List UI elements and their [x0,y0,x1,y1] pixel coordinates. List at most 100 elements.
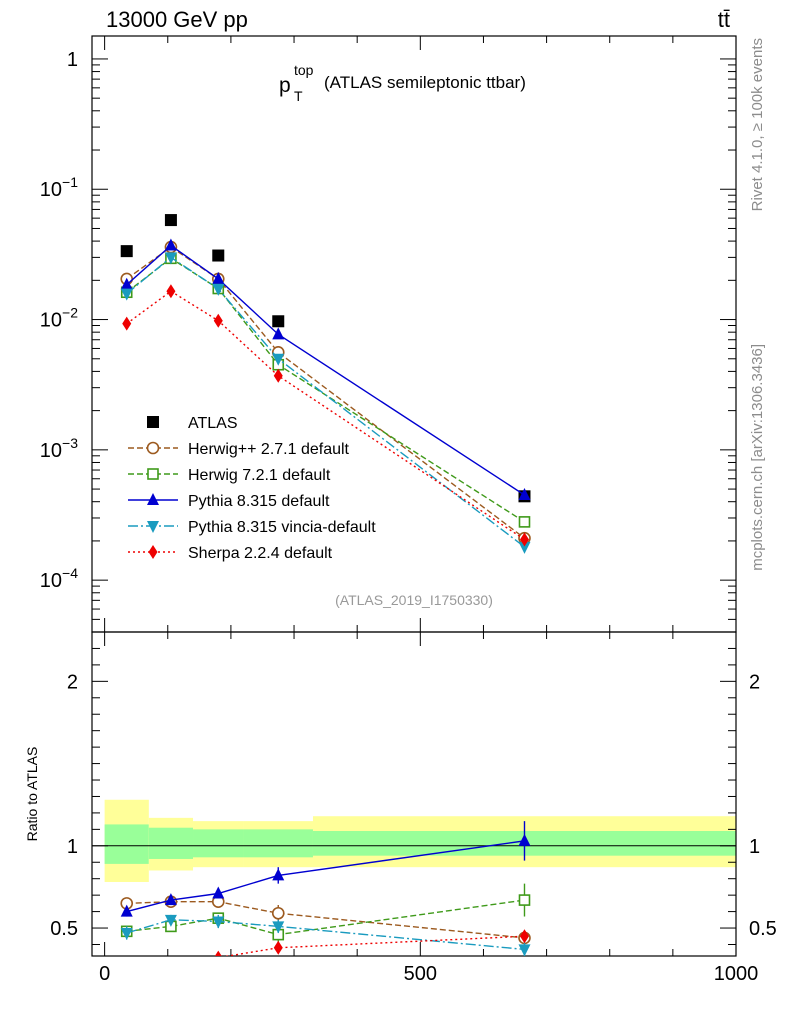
ratio-y-tick-label: 0.5 [50,918,78,940]
data-point-pythia [164,238,177,251]
legend-label-herwigpp: Herwig++ 2.7.1 default [188,441,350,458]
energy-label: 13000 GeV pp [106,7,248,32]
y-tick-label: 10−4 [40,565,78,592]
data-point-sherpa [166,284,176,299]
data-point-atlas [272,315,285,328]
ratio-y-tick-label-right: 0.5 [749,918,777,940]
plot-title: p top T (ATLAS semileptonic ttbar) [279,62,526,104]
data-point-herwig7 [518,516,531,528]
ratio-series-sherpa [122,929,529,971]
title-sup: top [294,62,314,78]
ratio-series-herwig7 [120,883,531,945]
y-tick-label: 10−2 [40,305,78,332]
title-p: p [279,74,291,97]
legend-marker-sherpa [148,545,158,559]
ratio-point-sherpa [122,957,131,971]
y-tick-exponent: −4 [62,565,78,581]
y-tick-exponent: −3 [62,435,78,451]
legend-marker-vincia [147,521,159,533]
band-inner-bin [193,829,244,858]
legend-entry-pythia: Pythia 8.315 default [128,493,330,510]
series-herwig7 [120,252,531,528]
legend-label-vincia: Pythia 8.315 vincia-default [188,519,376,536]
ratio-plot-frame [91,631,737,957]
ratio-point-sherpa [519,929,529,944]
legend-label-pythia: Pythia 8.315 default [188,493,330,510]
series-pythia [120,238,531,501]
y-tick-label: 10−3 [40,435,78,462]
ratio-point-pythia [120,904,133,917]
legend-marker-atlas [147,416,159,428]
title-sub: T [294,88,303,104]
data-point-pythia [120,277,133,290]
site-label: mcplots.cern.ch [arXiv:1306.3436] [749,344,766,571]
data-point-pythia [272,327,285,340]
ratio-point-vincia [120,927,133,940]
uncertainty-bands [104,799,736,882]
ratio-series-layer [120,821,531,971]
legend: ATLAS Herwig++ 2.7.1 default Herwig 7.2.1 … [128,415,376,562]
data-point-vincia [164,252,177,265]
legend-marker-pythia [147,493,159,505]
ratio-y-tick-label: 1 [67,836,78,858]
ratio-point-sherpa [166,957,175,971]
legend-label-sherpa: Sherpa 2.2.4 default [188,545,333,562]
legend-label-atlas: ATLAS [188,415,238,432]
y-tick-exponent: −1 [62,174,78,190]
y-tick-base: 10 [40,570,62,592]
ratio-point-sherpa [273,940,283,955]
main-plot-frame [91,35,737,633]
ratio-y-tick-label-right: 1 [749,836,760,858]
ratio-axis-label: Ratio to ATLAS [24,747,40,842]
legend-entry-atlas: ATLAS [147,415,238,432]
band-inner-bin [104,824,149,864]
band-inner-bin [243,829,313,858]
process-label: tt̄ [718,7,730,32]
data-point-vincia [212,283,225,296]
series-sherpa [122,284,529,547]
ratio-point-vincia [272,921,285,934]
ratio-y-tick-label: 2 [67,671,78,693]
band-inner-bin [148,827,194,859]
ratio-point-pythia [164,893,177,906]
legend-entry-sherpa: Sherpa 2.2.4 default [128,545,333,562]
ratio-point-pythia [518,833,531,846]
rivet-label: Rivet 4.1.0, ≥ 100k events [749,38,766,211]
ratio-point-pythia [272,868,285,881]
main-series-layer [120,214,531,554]
y-tick-exponent: −2 [62,305,78,321]
y-tick-base: 10 [40,440,62,462]
ratio-point-herwig7 [518,894,531,906]
ratio-point-vincia [164,914,177,927]
series-vincia [120,252,531,554]
data-point-atlas [164,214,177,227]
legend-entry-herwigpp: Herwig++ 2.7.1 default [128,441,350,458]
ratio-point-vincia [212,916,225,929]
ratio-series-pythia [120,821,531,917]
data-point-pythia [212,271,225,284]
ratio-point-vincia [518,944,531,956]
ratio-series-vincia [120,914,531,956]
data-point-atlas [212,249,225,262]
ratio-point-herwigpp [271,906,285,920]
data-point-atlas [120,245,133,258]
y-tick-label: 1 [67,49,78,71]
legend-label-herwig7: Herwig 7.2.1 default [188,467,331,484]
ratio-line-sherpa [223,935,525,956]
legend-entry-vincia: Pythia 8.315 vincia-default [128,519,376,536]
data-point-sherpa [122,316,132,331]
data-point-vincia [518,541,531,554]
ratio-point-sherpa [214,950,222,956]
title-rest: (ATLAS semileptonic ttbar) [324,73,526,92]
x-tick-label: 0 [99,963,110,985]
x-tick-label: 500 [404,963,437,985]
y-tick-label: 10−1 [40,174,78,201]
y-tick-base: 10 [40,310,62,332]
data-point-sherpa [273,368,283,383]
data-point-sherpa [519,532,529,547]
data-point-vincia [272,353,285,366]
legend-entry-herwig7: Herwig 7.2.1 default [128,467,331,484]
data-point-pythia [518,488,531,501]
data-point-sherpa [213,313,223,328]
